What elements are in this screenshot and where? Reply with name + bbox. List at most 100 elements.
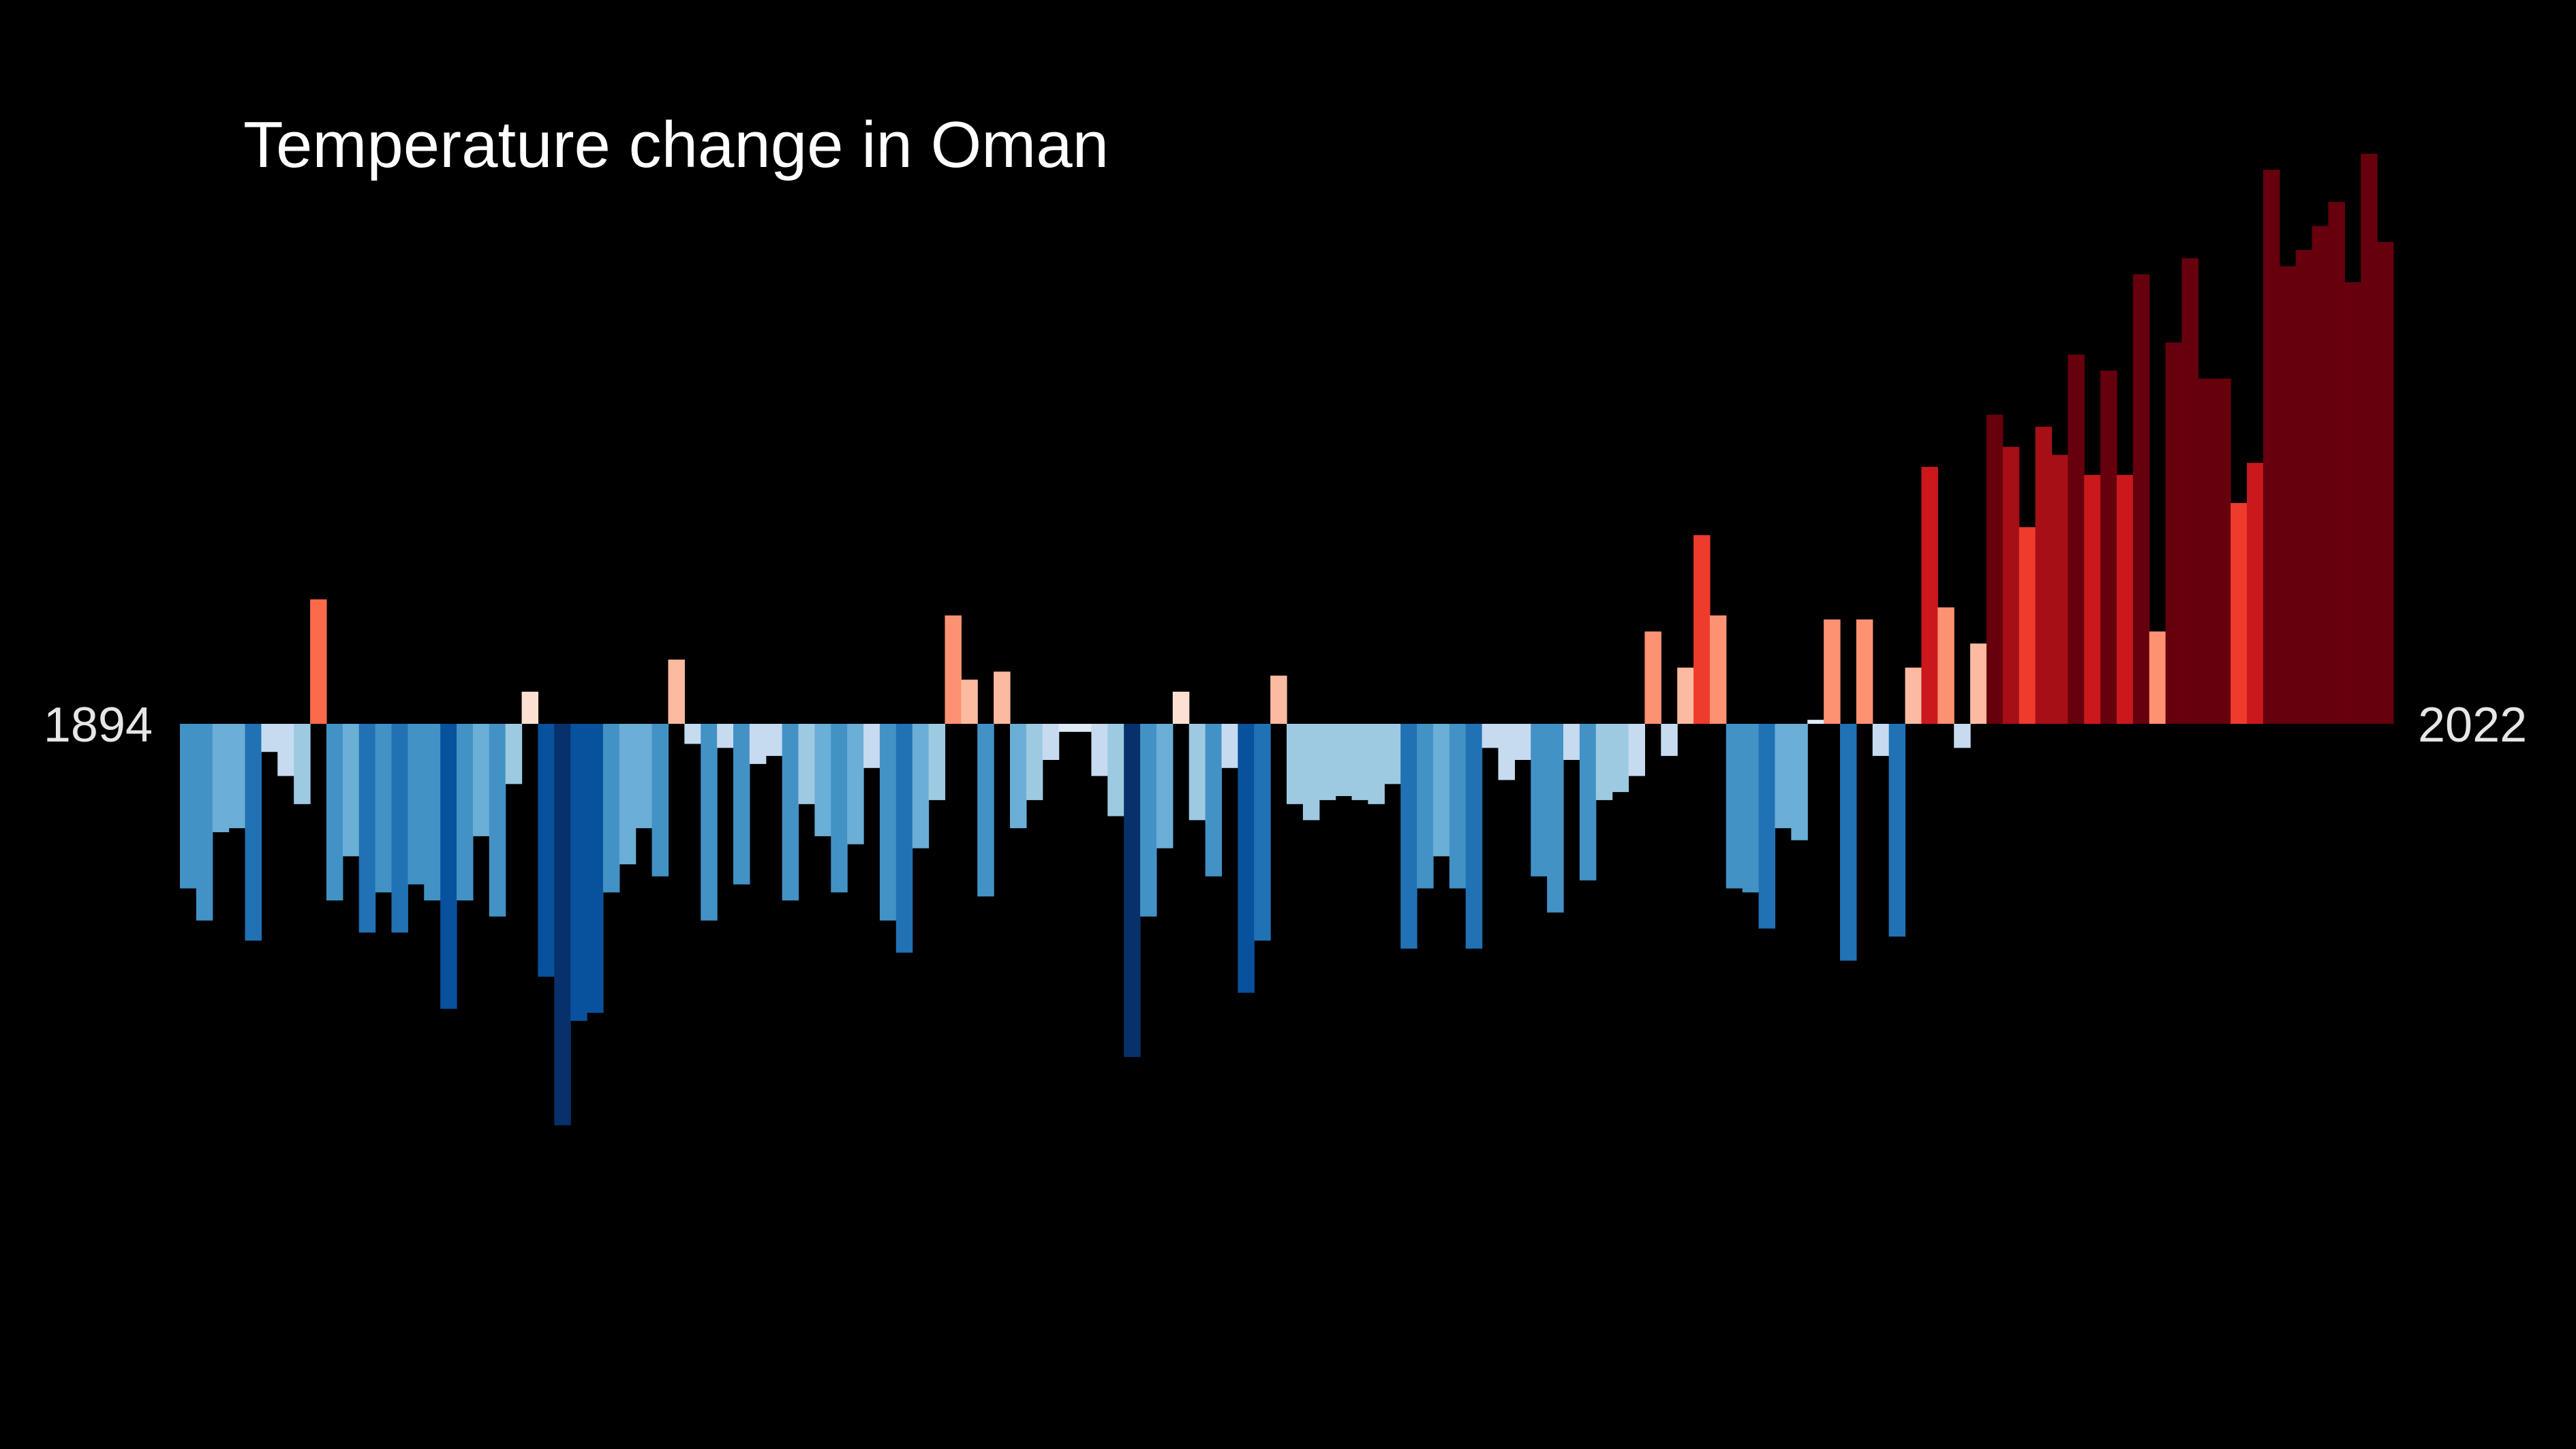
bar-2006 (2002, 446, 2020, 724)
bar-1968 (1384, 724, 1401, 784)
bar-1991 (1758, 724, 1776, 929)
bar-2022 (2263, 170, 2280, 724)
bar-2015 (2149, 631, 2166, 724)
bar-1900 (277, 724, 294, 776)
bar-1896 (212, 724, 230, 833)
bar-1902 (310, 599, 327, 724)
bar-1984 (1644, 631, 1661, 724)
bar-2012 (2100, 370, 2117, 724)
bar-1906 (375, 724, 393, 893)
bar-1939 (912, 724, 930, 849)
bar-1901 (294, 724, 311, 804)
bar-1983 (1628, 724, 1646, 776)
bar-1943 (977, 724, 994, 897)
bar-1930 (765, 724, 783, 757)
bar-1897 (228, 724, 246, 829)
bar-2001 (1921, 467, 1938, 724)
bar-2000 (1905, 667, 1922, 724)
bar-2013 (2117, 474, 2134, 724)
bar-2016 (2165, 342, 2183, 724)
bar-1911 (457, 724, 474, 901)
bar-1955 (1172, 691, 1190, 724)
bar-1960 (1254, 724, 1271, 941)
bar-1971 (1432, 724, 1450, 857)
bar-2029 (2377, 242, 2394, 724)
bar-1952 (1124, 724, 1141, 1057)
bar-2003 (1954, 724, 1971, 748)
bar-1987 (1693, 535, 1711, 724)
bar-1898 (245, 724, 262, 941)
bar-2004 (1970, 643, 1987, 724)
bar-1932 (798, 724, 816, 804)
bar-2011 (2084, 474, 2101, 724)
bar-1924 (668, 659, 685, 724)
bar-2009 (2051, 455, 2068, 724)
bar-2010 (2068, 354, 2085, 724)
bar-1929 (749, 724, 767, 764)
bar-1903 (326, 724, 343, 901)
bar-1948 (1058, 724, 1076, 732)
bar-1917 (554, 724, 571, 1125)
bar-1909 (424, 724, 441, 901)
bar-2024 (2295, 249, 2313, 724)
bar-1907 (391, 724, 408, 933)
bar-1963 (1302, 724, 1320, 821)
bar-1912 (472, 724, 490, 836)
bar-1926 (701, 724, 718, 921)
bar-1931 (782, 724, 799, 901)
bar-1962 (1287, 724, 1304, 804)
bar-1998 (1872, 724, 1890, 757)
bar-1942 (961, 680, 978, 724)
bar-1941 (945, 615, 962, 724)
bar-1999 (1888, 724, 1906, 937)
bar-2014 (2132, 274, 2150, 724)
bar-2028 (2361, 153, 2378, 724)
bar-1988 (1709, 615, 1727, 724)
bar-1959 (1238, 724, 1255, 993)
bar-1975 (1498, 724, 1515, 780)
bar-1905 (358, 724, 376, 933)
bar-1995 (1824, 619, 1841, 724)
bar-1982 (1612, 724, 1629, 793)
bar-1964 (1319, 724, 1336, 800)
bar-1961 (1270, 675, 1287, 724)
bar-1981 (1595, 724, 1613, 800)
bar-1974 (1482, 724, 1499, 748)
bar-1934 (831, 724, 848, 893)
bar-2002 (1937, 607, 1954, 724)
bar-1908 (408, 724, 425, 885)
bar-1966 (1351, 724, 1369, 800)
bar-1985 (1661, 724, 1678, 757)
bar-1986 (1677, 667, 1694, 724)
bar-1989 (1726, 724, 1743, 889)
bar-1973 (1465, 724, 1483, 949)
bar-2021 (2247, 463, 2264, 724)
bar-1916 (538, 724, 555, 977)
bar-1990 (1742, 724, 1760, 893)
bar-1951 (1107, 724, 1124, 817)
bar-1945 (1010, 724, 1027, 829)
chart-title: Temperature change in Oman (243, 108, 1109, 181)
bar-2025 (2312, 226, 2329, 724)
bar-1953 (1140, 724, 1157, 917)
bar-1895 (196, 724, 213, 921)
bar-1994 (1807, 720, 1824, 724)
bar-1965 (1335, 724, 1353, 797)
bar-1957 (1205, 724, 1223, 876)
bar-1976 (1514, 724, 1531, 761)
bars-group (180, 153, 2394, 1125)
bar-1980 (1579, 724, 1597, 881)
bar-1933 (814, 724, 831, 836)
bar-1996 (1840, 724, 1857, 961)
bar-1923 (651, 724, 669, 876)
bar-1969 (1400, 724, 1417, 949)
bar-1904 (342, 724, 360, 857)
bar-1958 (1221, 724, 1238, 768)
bar-1919 (587, 724, 604, 1013)
bar-1992 (1775, 724, 1792, 829)
bar-2007 (2019, 527, 2036, 724)
bar-1979 (1563, 724, 1580, 761)
bar-1977 (1531, 724, 1548, 876)
bar-1922 (635, 724, 653, 829)
